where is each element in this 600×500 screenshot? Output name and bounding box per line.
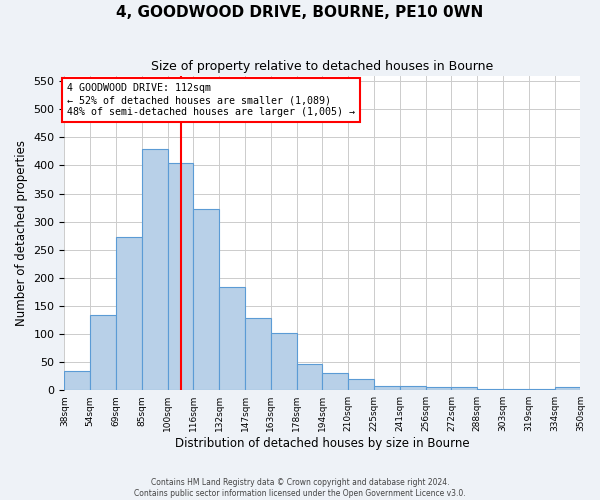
Bar <box>374 386 400 390</box>
Bar <box>296 364 322 390</box>
Bar <box>167 162 193 390</box>
Bar <box>142 148 167 390</box>
Text: Contains HM Land Registry data © Crown copyright and database right 2024.
Contai: Contains HM Land Registry data © Crown c… <box>134 478 466 498</box>
Bar <box>64 370 90 390</box>
Bar <box>529 389 554 390</box>
Text: 4 GOODWOOD DRIVE: 112sqm
← 52% of detached houses are smaller (1,089)
48% of sem: 4 GOODWOOD DRIVE: 112sqm ← 52% of detach… <box>67 84 355 116</box>
Bar <box>219 287 245 390</box>
Bar <box>400 386 425 390</box>
Bar <box>503 388 529 390</box>
Bar <box>245 318 271 390</box>
Bar <box>90 316 116 390</box>
Bar <box>451 388 477 390</box>
Bar <box>271 333 296 390</box>
Text: 4, GOODWOOD DRIVE, BOURNE, PE10 0WN: 4, GOODWOOD DRIVE, BOURNE, PE10 0WN <box>116 5 484 20</box>
Bar <box>193 208 219 390</box>
Bar <box>554 388 580 390</box>
Y-axis label: Number of detached properties: Number of detached properties <box>15 140 28 326</box>
Bar <box>348 379 374 390</box>
X-axis label: Distribution of detached houses by size in Bourne: Distribution of detached houses by size … <box>175 437 470 450</box>
Bar <box>477 388 503 390</box>
Bar <box>322 374 348 390</box>
Title: Size of property relative to detached houses in Bourne: Size of property relative to detached ho… <box>151 60 494 73</box>
Bar <box>116 238 142 390</box>
Bar <box>425 388 451 390</box>
